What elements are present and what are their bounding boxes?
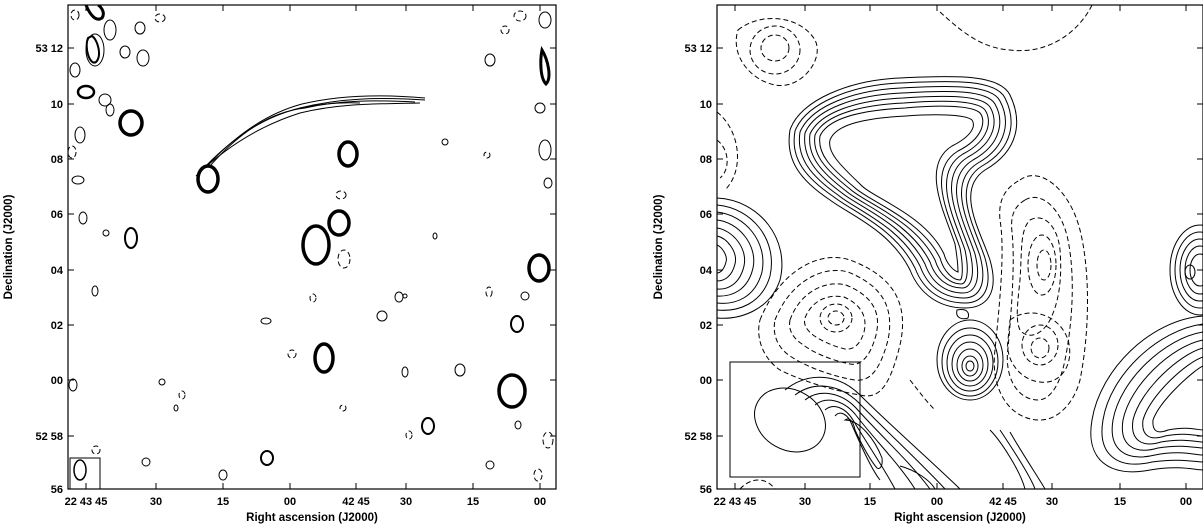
right-central-source [788,76,1018,401]
right-contour-map [717,5,1203,489]
left-x-axis-title: Right ascension (J2000) [246,512,378,524]
right-ytick-label: 04 [700,265,713,277]
left-ytick-label: 10 [51,99,63,111]
right-ytick-label: 02 [700,320,712,332]
right-ytick-label: 53 12 [684,43,712,55]
left-y-tick-labels: 53 12 10 08 06 04 02 00 52 58 56 [35,43,63,496]
left-ytick-label: 53 12 [35,43,63,55]
left-noise-cluster-top-right [484,10,553,189]
right-xtick-label: 30 [799,496,811,508]
left-xtick-label: 30 [400,496,412,508]
right-x-tick-labels: 22 43 45 30 15 00 42 45 30 15 00 [714,496,1193,508]
left-x-tick-labels: 22 43 45 30 15 00 42 45 30 15 00 [65,496,547,508]
right-x-axis-title: Right ascension (J2000) [894,512,1026,524]
left-ticks [68,5,556,490]
right-ytick-label: 10 [700,99,712,111]
right-ytick-label: 06 [700,209,712,221]
left-contour-map [68,5,554,489]
left-noise-cluster-top-left [68,5,166,185]
right-xtick-label: 15 [864,496,876,508]
left-ytick-label: 06 [51,209,63,221]
right-y-tick-labels: 53 12 10 08 06 04 02 00 52 58 56 [684,43,712,496]
left-plot-frame [67,4,557,490]
left-ytick-label: 56 [51,484,63,496]
right-xtick-label: 42 45 [989,496,1017,508]
left-bright-sources [73,109,551,481]
left-beam-box [69,457,101,489]
right-negative-contours [717,5,1093,489]
right-ytick-label: 56 [700,484,712,496]
right-ticks [717,5,1203,489]
right-ytick-label: 52 58 [684,431,712,443]
left-xtick-label: 15 [467,496,479,508]
left-xtick-label: 15 [217,496,229,508]
left-panel: 22 43 45 30 15 00 42 45 30 15 00 53 12 1… [3,4,557,524]
left-xtick-label: 42 45 [342,496,370,508]
right-ytick-label: 00 [700,375,712,387]
left-xtick-label: 30 [150,496,162,508]
right-lower-left-source [784,376,1046,489]
right-xtick-label: 00 [1180,496,1192,508]
left-y-axis-title: Declination (J2000) [3,194,15,299]
right-right-edge-sources [1090,224,1203,473]
right-xtick-label: 30 [1046,496,1058,508]
right-xtick-label: 00 [931,496,943,508]
left-ytick-label: 04 [51,265,64,277]
left-ytick-label: 02 [51,320,63,332]
right-beam-box [729,361,861,478]
left-ytick-label: 00 [51,375,63,387]
left-ytick-label: 08 [51,154,63,166]
right-panel: 22 43 45 30 15 00 42 45 30 15 00 53 12 1… [653,4,1203,524]
right-y-axis-title: Declination (J2000) [653,194,665,299]
right-plot-frame [716,4,1203,490]
left-radio-tail [195,95,426,177]
right-xtick-label: 15 [1114,496,1126,508]
right-left-edge-source [717,197,783,319]
right-xtick-label: 22 43 45 [714,496,757,508]
right-ytick-label: 08 [700,154,712,166]
left-xtick-label: 22 43 45 [65,496,108,508]
left-ytick-label: 52 58 [35,431,63,443]
left-xtick-label: 00 [284,496,296,508]
left-xtick-label: 00 [534,496,546,508]
left-faint-contours [68,138,554,482]
